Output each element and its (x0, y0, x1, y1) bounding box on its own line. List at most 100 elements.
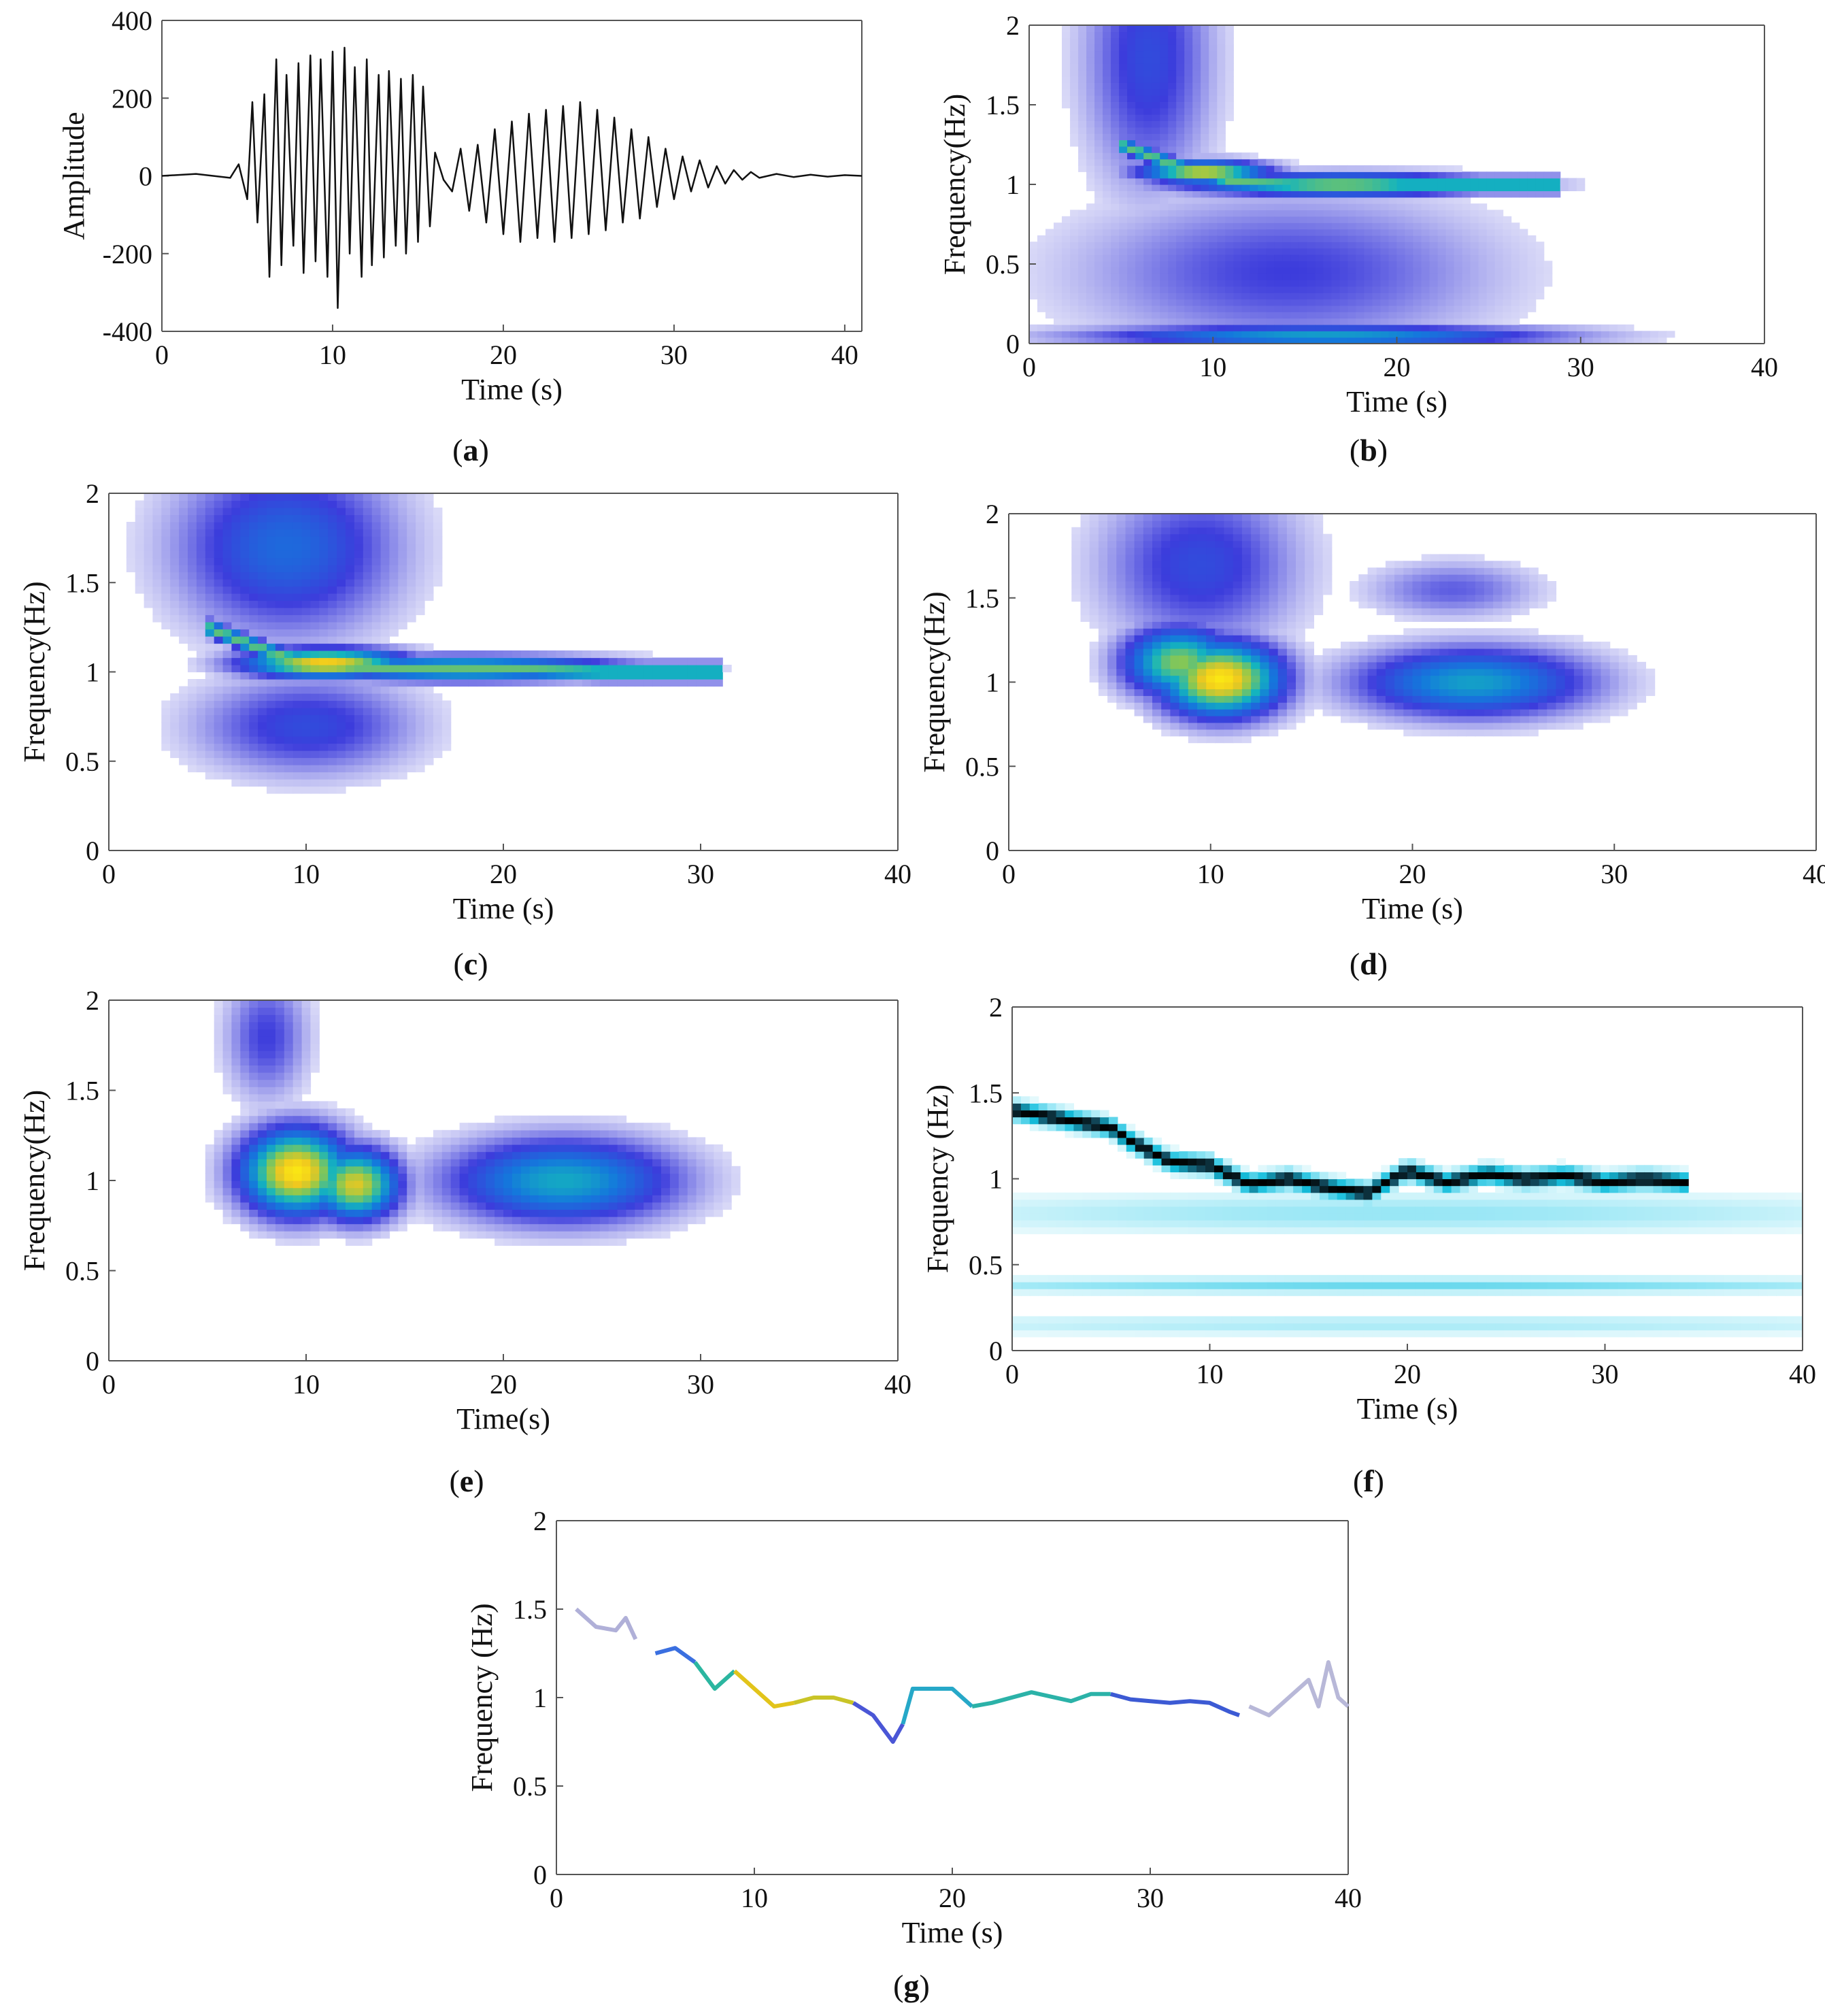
heat-cell (1089, 642, 1099, 649)
heat-cell (407, 700, 416, 708)
heat-cell (1161, 601, 1171, 609)
heat-cell (126, 557, 136, 565)
heat-cell (1192, 95, 1201, 102)
heat-cell (1103, 120, 1111, 128)
heat-cell (1233, 178, 1242, 185)
heat-cell (1457, 628, 1467, 635)
heat-cell (1478, 229, 1488, 236)
heat-cell (1385, 574, 1395, 582)
heat-cell (1331, 337, 1340, 344)
heat-cell (1209, 127, 1218, 134)
heat-cell (1412, 695, 1422, 703)
heat-cell (1388, 203, 1398, 211)
heat-cell (503, 665, 513, 673)
heat-cell (328, 686, 337, 694)
heat-cell (1421, 210, 1430, 217)
heat-cell (1286, 601, 1296, 609)
heat-cell (1217, 101, 1226, 109)
heat-cell (398, 708, 407, 716)
heat-cell (1098, 561, 1108, 568)
heat-cell (1054, 312, 1062, 319)
heat-cell (450, 672, 461, 680)
heat-cell (407, 714, 416, 723)
heat-cell (652, 672, 662, 680)
heat-cell (1197, 514, 1207, 521)
heat-cell (389, 657, 399, 665)
heat-cell (205, 686, 215, 694)
heat-cell (1152, 56, 1160, 64)
heat-cell (258, 565, 267, 573)
heat-cell (1116, 594, 1126, 602)
heat-cell (1086, 50, 1095, 58)
heat-cell (292, 500, 303, 508)
heat-cell (1224, 689, 1234, 696)
heat-cell (1070, 37, 1079, 45)
heat-cell (1462, 305, 1471, 312)
heat-cell (1170, 514, 1180, 521)
heat-cell (1527, 337, 1537, 344)
heat-cell (1209, 95, 1218, 102)
heat-cell (1107, 675, 1117, 683)
heat-cell (354, 514, 364, 523)
heat-cell (389, 550, 399, 559)
heat-cell (1290, 242, 1299, 249)
heat-cell (1388, 312, 1398, 319)
heat-cell (371, 700, 382, 708)
heat-cell (1437, 216, 1447, 223)
heat-cell (1225, 248, 1234, 255)
heat-cell (1127, 69, 1136, 77)
panel-a: 0 10 20 30 40 -400 -200 0 200 400 Time (s) Amplitud… (0, 0, 911, 476)
heat-cell (1429, 318, 1439, 325)
heat-cell (1372, 318, 1382, 325)
heat-cell (284, 600, 294, 608)
heat-cell (1071, 527, 1082, 535)
heat-cell (240, 708, 250, 716)
heat-cell (1225, 184, 1234, 191)
heat-cell (1089, 608, 1099, 616)
heat-cell (1078, 286, 1087, 293)
heat-cell (222, 665, 233, 673)
heat-cell (1168, 159, 1177, 166)
heat-cell (1250, 191, 1258, 198)
heat-cell (1170, 709, 1180, 716)
heat-cell (1299, 280, 1307, 287)
heat-cell (1217, 312, 1226, 319)
heat-cell (1192, 165, 1201, 172)
heat-cell (1054, 229, 1062, 236)
heat-cell (407, 557, 416, 565)
heat-cell (1111, 216, 1120, 223)
heat-cell (354, 593, 364, 601)
heat-cell (1179, 608, 1189, 616)
heat-cell (1206, 621, 1216, 629)
heat-cell (205, 629, 215, 637)
heat-cell (1535, 184, 1545, 191)
heat-cell (1086, 120, 1095, 128)
x-tick-label: 30 (660, 340, 688, 370)
heat-cell (1161, 547, 1171, 555)
heat-cell (1103, 44, 1111, 52)
heat-cell (1266, 337, 1275, 344)
heat-cell (363, 608, 373, 616)
heat-cell (1241, 165, 1250, 172)
heat-cell (240, 508, 250, 516)
heat-cell (354, 765, 364, 773)
heat-cell (1380, 165, 1390, 172)
heat-cell (267, 608, 276, 616)
heat-cell (1160, 312, 1169, 319)
heat-cell (1168, 165, 1177, 172)
heat-cell (1135, 222, 1144, 230)
heat-cell (1125, 608, 1135, 616)
heat-cell (1168, 229, 1177, 236)
heat-cell (1290, 159, 1299, 166)
heat-cell (1071, 594, 1082, 602)
heat-cell (1403, 722, 1413, 730)
heat-cell (1296, 682, 1305, 689)
heat-cell (1274, 293, 1283, 300)
heat-cell (1457, 709, 1467, 716)
heat-cell (1347, 203, 1356, 211)
heat-cell (1486, 171, 1496, 179)
heat-cell (231, 550, 241, 559)
heat-cell (126, 529, 136, 537)
heat-cell (1170, 581, 1180, 589)
heat-cell (1405, 274, 1414, 280)
